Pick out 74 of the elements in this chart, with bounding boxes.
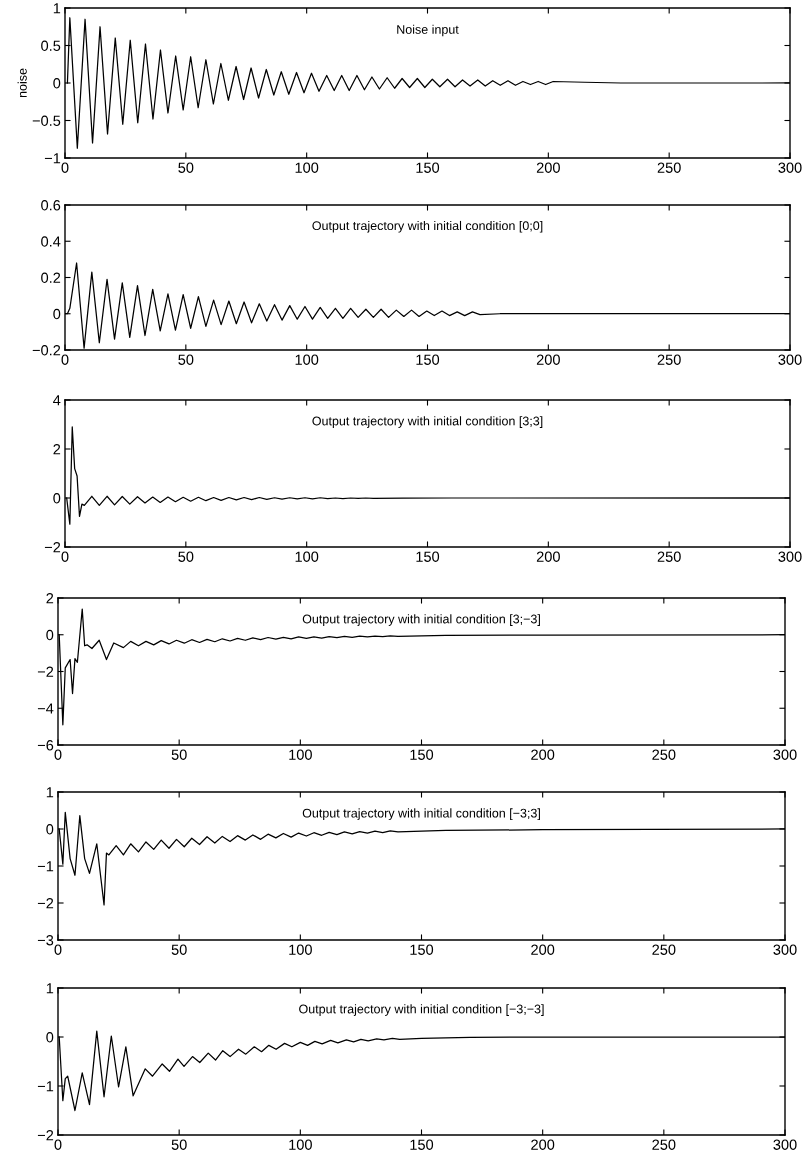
y-tick-label: −2 xyxy=(37,1130,54,1141)
y-tick-label: 0 xyxy=(53,78,61,89)
x-tick-label: 50 xyxy=(178,162,194,173)
y-tick-label: −3 xyxy=(37,935,54,946)
y-tick-label: −1 xyxy=(44,153,61,164)
x-tick-label: 50 xyxy=(178,551,194,562)
y-tick-label: −2 xyxy=(37,666,54,677)
x-tick-label: 0 xyxy=(61,354,69,365)
x-tick-label: 50 xyxy=(178,354,194,365)
y-tick-label: −0.5 xyxy=(32,115,61,126)
y-tick-label: −0.2 xyxy=(32,345,61,356)
x-tick-label: 300 xyxy=(773,1139,797,1150)
y-tick-label: 0 xyxy=(53,308,61,320)
x-tick-label: 50 xyxy=(171,749,187,760)
x-tick-label: 150 xyxy=(416,551,440,562)
text: Output trajectory with initial condition [0;0] xyxy=(312,220,543,233)
y-tick-label: 1 xyxy=(46,983,54,994)
x-tick-label: 100 xyxy=(289,1139,312,1150)
x-tick-label: 100 xyxy=(289,944,312,955)
x-tick-label: 300 xyxy=(773,749,797,760)
x-tick-label: 250 xyxy=(652,749,676,760)
x-tick-label: 200 xyxy=(531,944,555,955)
x-tick-label: 200 xyxy=(536,354,560,365)
text: Output trajectory with initial condition [−3;3] xyxy=(302,808,540,821)
x-tick-label: 250 xyxy=(657,551,681,562)
y-tick-label: 0.6 xyxy=(41,200,61,211)
x-tick-label: 100 xyxy=(295,354,319,365)
y-tick-label: 0 xyxy=(46,824,54,835)
x-tick-label: 300 xyxy=(773,944,797,955)
y-tick-label: −2 xyxy=(44,542,61,553)
text: Output trajectory with initial condition [3;−3] xyxy=(302,614,540,626)
x-tick-label: 300 xyxy=(778,162,802,173)
x-tick-label: 200 xyxy=(531,749,555,760)
x-tick-label: 250 xyxy=(652,1139,676,1150)
y-tick-label: −2 xyxy=(37,898,54,909)
text: Noise input xyxy=(397,24,459,37)
y-axis-title: noise xyxy=(17,68,27,98)
x-tick-label: 100 xyxy=(295,551,319,562)
x-tick-label: 200 xyxy=(536,551,560,562)
y-tick-label: 0.5 xyxy=(41,40,61,51)
y-tick-label: 1 xyxy=(53,3,61,14)
x-tick-label: 50 xyxy=(171,944,187,955)
x-tick-label: 300 xyxy=(778,551,802,562)
y-tick-label: 1 xyxy=(46,787,54,798)
y-tick-label: −1 xyxy=(37,861,54,872)
text: Output trajectory with initial condition [−3;−3] xyxy=(299,1004,544,1016)
x-tick-label: 0 xyxy=(61,551,69,562)
y-tick-label: −4 xyxy=(37,703,54,714)
x-tick-label: 150 xyxy=(410,944,434,955)
x-tick-label: 50 xyxy=(171,1139,187,1150)
y-tick-label: −1 xyxy=(37,1081,54,1092)
x-tick-label: 150 xyxy=(410,749,434,760)
text: Output trajectory with initial condition [3;3] xyxy=(312,416,543,428)
x-tick-label: 250 xyxy=(657,162,681,173)
y-tick-label: −6 xyxy=(37,740,54,751)
y-tick-label: 0 xyxy=(53,493,61,504)
x-tick-label: 0 xyxy=(61,162,69,173)
y-tick-label: 0.2 xyxy=(41,272,61,283)
y-tick-label: 0.4 xyxy=(41,236,61,247)
x-tick-label: 150 xyxy=(416,354,440,365)
x-tick-label: 250 xyxy=(652,944,676,955)
y-tick-label: 2 xyxy=(46,593,54,604)
x-tick-label: 200 xyxy=(531,1139,555,1150)
x-tick-label: 200 xyxy=(536,162,560,173)
y-tick-label: 2 xyxy=(53,444,61,455)
y-tick-label: 0 xyxy=(46,629,54,641)
x-tick-label: 100 xyxy=(289,749,312,760)
y-tick-label: 0 xyxy=(46,1032,54,1043)
x-tick-label: 150 xyxy=(410,1139,434,1150)
x-tick-label: 100 xyxy=(295,162,319,173)
x-tick-label: 300 xyxy=(778,354,802,365)
x-tick-label: 250 xyxy=(657,354,681,365)
x-tick-label: 150 xyxy=(416,162,440,173)
y-tick-label: 4 xyxy=(53,395,61,406)
